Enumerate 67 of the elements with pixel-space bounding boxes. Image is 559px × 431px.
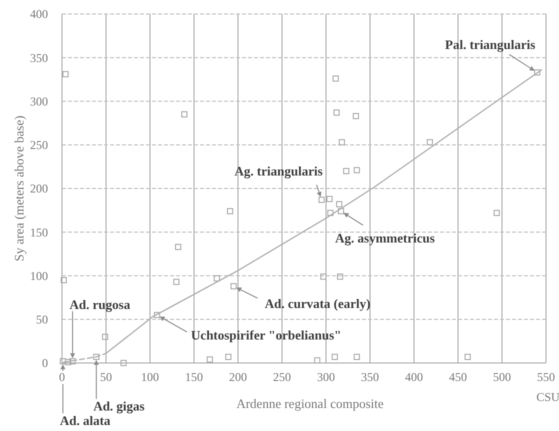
x-tick-label: 200 (229, 370, 247, 384)
point (65, 359, 72, 366)
point (327, 210, 334, 216)
point (154, 312, 160, 318)
x-tick-label: 400 (405, 370, 423, 384)
y-tick-label: 0 (42, 356, 48, 370)
point (494, 210, 500, 216)
point (534, 69, 540, 76)
y-axis-title: Sy area (meters above base) (12, 116, 27, 262)
point (354, 167, 360, 174)
point (352, 112, 360, 120)
x-tick-label: 150 (185, 370, 203, 384)
annotation: Ad. alata (60, 412, 111, 428)
y-tick-label: 300 (30, 94, 48, 108)
point (225, 354, 232, 360)
x-axis-title: Ardenne regional composite (236, 396, 384, 411)
annotation: Pal. triangularis (445, 37, 536, 52)
point (102, 334, 108, 340)
point (60, 358, 66, 364)
point (332, 75, 339, 82)
point (354, 354, 360, 360)
y-tick-label: 100 (30, 268, 48, 283)
y-tick-label: 400 (30, 7, 48, 22)
annotation: Uchtospirifer "orbelianus" (191, 328, 342, 343)
point (62, 71, 69, 78)
point (336, 274, 344, 280)
point (464, 354, 471, 360)
x-tick-label: 550 (537, 370, 555, 384)
x-tick-label: 450 (449, 370, 467, 384)
y-tick-label: 350 (30, 50, 48, 65)
point (206, 356, 213, 363)
point (230, 283, 237, 290)
point (318, 196, 325, 203)
point (93, 354, 100, 360)
x-tick-label: 350 (361, 370, 379, 384)
point (175, 244, 182, 250)
point (333, 109, 340, 116)
point (332, 354, 338, 360)
point (336, 201, 342, 208)
y-tick-label: 200 (30, 182, 48, 196)
point (181, 111, 188, 118)
x-tick-label: 500 (493, 370, 511, 384)
point (60, 277, 67, 284)
x-tick-label: 300 (317, 370, 335, 384)
y-tick-label: 250 (30, 138, 48, 152)
annotation: Ad. curvata (early) (264, 296, 370, 311)
point (343, 168, 350, 174)
x-tick-label: 250 (273, 370, 291, 384)
annotation: Ad. gigas (93, 398, 145, 414)
point (69, 358, 76, 364)
annotation: Ad. rugosa (70, 296, 131, 312)
point (338, 139, 345, 146)
point (173, 278, 180, 285)
y-tick-label: 150 (30, 225, 48, 240)
point (326, 196, 333, 202)
annotation: Ag. triangularis (234, 163, 323, 178)
annotation: Ag. asymmetricus (335, 230, 435, 246)
point (338, 208, 344, 214)
point (320, 274, 326, 280)
y-tick-label: 50 (36, 312, 48, 327)
point (214, 275, 220, 282)
x-tick-label: 50 (100, 370, 112, 384)
x-tick-label: 0 (59, 370, 65, 384)
point (226, 208, 234, 214)
point (426, 139, 433, 146)
point (120, 360, 127, 366)
x-tick-label: 100 (141, 370, 159, 384)
